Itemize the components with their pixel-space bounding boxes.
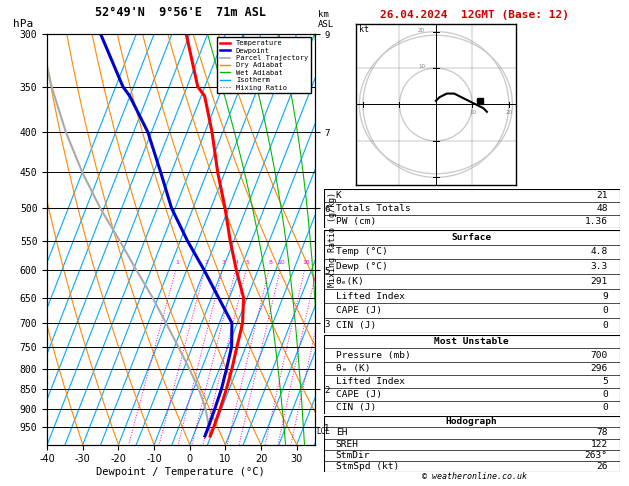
Text: Temp (°C): Temp (°C) bbox=[336, 247, 387, 257]
Text: 4: 4 bbox=[235, 260, 239, 265]
Text: 0: 0 bbox=[602, 321, 608, 330]
Text: Lifted Index: Lifted Index bbox=[336, 292, 404, 301]
Text: 2: 2 bbox=[204, 260, 208, 265]
Text: PW (cm): PW (cm) bbox=[336, 217, 376, 226]
Text: CIN (J): CIN (J) bbox=[336, 403, 376, 412]
Text: 3.3: 3.3 bbox=[591, 262, 608, 271]
Text: Mixing Ratio (g/kg): Mixing Ratio (g/kg) bbox=[328, 192, 337, 287]
Text: 26: 26 bbox=[596, 462, 608, 471]
Text: θₑ (K): θₑ (K) bbox=[336, 364, 370, 373]
Text: © weatheronline.co.uk: © weatheronline.co.uk bbox=[423, 472, 527, 481]
Text: EH: EH bbox=[336, 429, 347, 437]
Text: 296: 296 bbox=[591, 364, 608, 373]
Text: 52°49'N  9°56'E  71m ASL: 52°49'N 9°56'E 71m ASL bbox=[96, 6, 266, 19]
X-axis label: Dewpoint / Temperature (°C): Dewpoint / Temperature (°C) bbox=[96, 467, 265, 477]
Text: kt: kt bbox=[359, 25, 369, 34]
Text: CIN (J): CIN (J) bbox=[336, 321, 376, 330]
Text: 0: 0 bbox=[602, 403, 608, 412]
Text: 4.8: 4.8 bbox=[591, 247, 608, 257]
Text: Hodograph: Hodograph bbox=[446, 417, 498, 426]
Text: 5: 5 bbox=[602, 377, 608, 386]
Text: hPa: hPa bbox=[13, 19, 33, 29]
Text: 122: 122 bbox=[591, 440, 608, 449]
Text: 9: 9 bbox=[602, 292, 608, 301]
Text: Most Unstable: Most Unstable bbox=[435, 337, 509, 347]
Text: θₑ(K): θₑ(K) bbox=[336, 277, 365, 286]
Text: 10: 10 bbox=[418, 64, 425, 69]
Text: 20: 20 bbox=[505, 110, 512, 115]
Text: 20: 20 bbox=[418, 28, 425, 33]
Text: 20: 20 bbox=[314, 260, 321, 265]
Text: 10: 10 bbox=[469, 110, 476, 115]
Text: 78: 78 bbox=[596, 429, 608, 437]
Text: SREH: SREH bbox=[336, 440, 359, 449]
Text: Totals Totals: Totals Totals bbox=[336, 204, 411, 213]
Text: 291: 291 bbox=[591, 277, 608, 286]
Text: 5: 5 bbox=[245, 260, 249, 265]
Text: 21: 21 bbox=[596, 191, 608, 200]
Text: CAPE (J): CAPE (J) bbox=[336, 306, 382, 315]
Text: 16: 16 bbox=[302, 260, 309, 265]
Text: Pressure (mb): Pressure (mb) bbox=[336, 350, 411, 360]
Text: 0: 0 bbox=[602, 390, 608, 399]
Text: 26.04.2024  12GMT (Base: 12): 26.04.2024 12GMT (Base: 12) bbox=[381, 10, 569, 20]
Text: 700: 700 bbox=[591, 350, 608, 360]
Text: CAPE (J): CAPE (J) bbox=[336, 390, 382, 399]
Legend: Temperature, Dewpoint, Parcel Trajectory, Dry Adiabat, Wet Adiabat, Isotherm, Mi: Temperature, Dewpoint, Parcel Trajectory… bbox=[217, 37, 311, 93]
Text: 1: 1 bbox=[175, 260, 179, 265]
Text: 48: 48 bbox=[596, 204, 608, 213]
Text: StmDir: StmDir bbox=[336, 451, 370, 460]
Text: 3: 3 bbox=[222, 260, 226, 265]
Text: Lifted Index: Lifted Index bbox=[336, 377, 404, 386]
Text: 8: 8 bbox=[268, 260, 272, 265]
Text: 263°: 263° bbox=[585, 451, 608, 460]
Text: LCL: LCL bbox=[316, 427, 330, 436]
Text: StmSpd (kt): StmSpd (kt) bbox=[336, 462, 399, 471]
Text: km
ASL: km ASL bbox=[318, 10, 334, 29]
Text: K: K bbox=[336, 191, 342, 200]
Text: Surface: Surface bbox=[452, 233, 492, 242]
Text: 1.36: 1.36 bbox=[585, 217, 608, 226]
Text: 10: 10 bbox=[277, 260, 285, 265]
Text: 0: 0 bbox=[602, 306, 608, 315]
Text: Dewp (°C): Dewp (°C) bbox=[336, 262, 387, 271]
